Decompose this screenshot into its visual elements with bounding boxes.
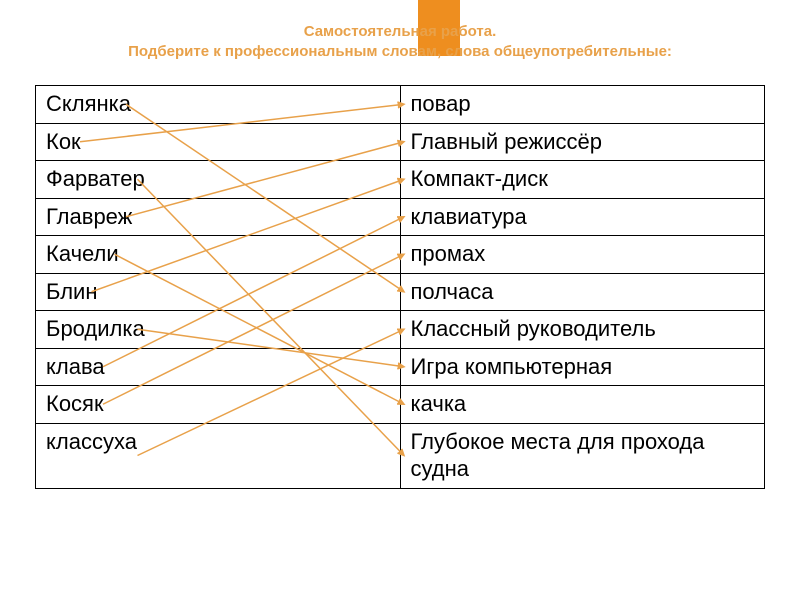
table-row: Косяккачка — [36, 386, 765, 424]
left-cell: Склянка — [36, 86, 401, 124]
table-row: Склянкаповар — [36, 86, 765, 124]
right-cell: Компакт-диск — [400, 161, 765, 199]
left-cell: Фарватер — [36, 161, 401, 199]
right-cell: Глубокое места для прохода судна — [400, 423, 765, 488]
right-cell: полчаса — [400, 273, 765, 311]
table-row: КокГлавный режиссёр — [36, 123, 765, 161]
table-row: классухаГлубокое места для прохода судна — [36, 423, 765, 488]
right-cell: повар — [400, 86, 765, 124]
left-cell: Блин — [36, 273, 401, 311]
right-cell: качка — [400, 386, 765, 424]
table-row: БродилкаКлассный руководитель — [36, 311, 765, 349]
table-row: Блинполчаса — [36, 273, 765, 311]
right-cell: клавиатура — [400, 198, 765, 236]
table-row: Главрежклавиатура — [36, 198, 765, 236]
slide-title: Самостоятельная работа. Подберите к проф… — [0, 22, 800, 63]
right-cell: промах — [400, 236, 765, 274]
left-cell: Кок — [36, 123, 401, 161]
left-cell: клава — [36, 348, 401, 386]
table-row: ФарватерКомпакт-диск — [36, 161, 765, 199]
left-cell: классуха — [36, 423, 401, 488]
left-cell: Косяк — [36, 386, 401, 424]
table-row: клаваИгра компьютерная — [36, 348, 765, 386]
left-cell: Бродилка — [36, 311, 401, 349]
table-row: Качелипромах — [36, 236, 765, 274]
slide: Самостоятельная работа. Подберите к проф… — [0, 0, 800, 600]
left-cell: Качели — [36, 236, 401, 274]
right-cell: Классный руководитель — [400, 311, 765, 349]
right-cell: Игра компьютерная — [400, 348, 765, 386]
right-cell: Главный режиссёр — [400, 123, 765, 161]
left-cell: Главреж — [36, 198, 401, 236]
matching-table: СклянкаповарКокГлавный режиссёрФарватерК… — [35, 85, 765, 489]
